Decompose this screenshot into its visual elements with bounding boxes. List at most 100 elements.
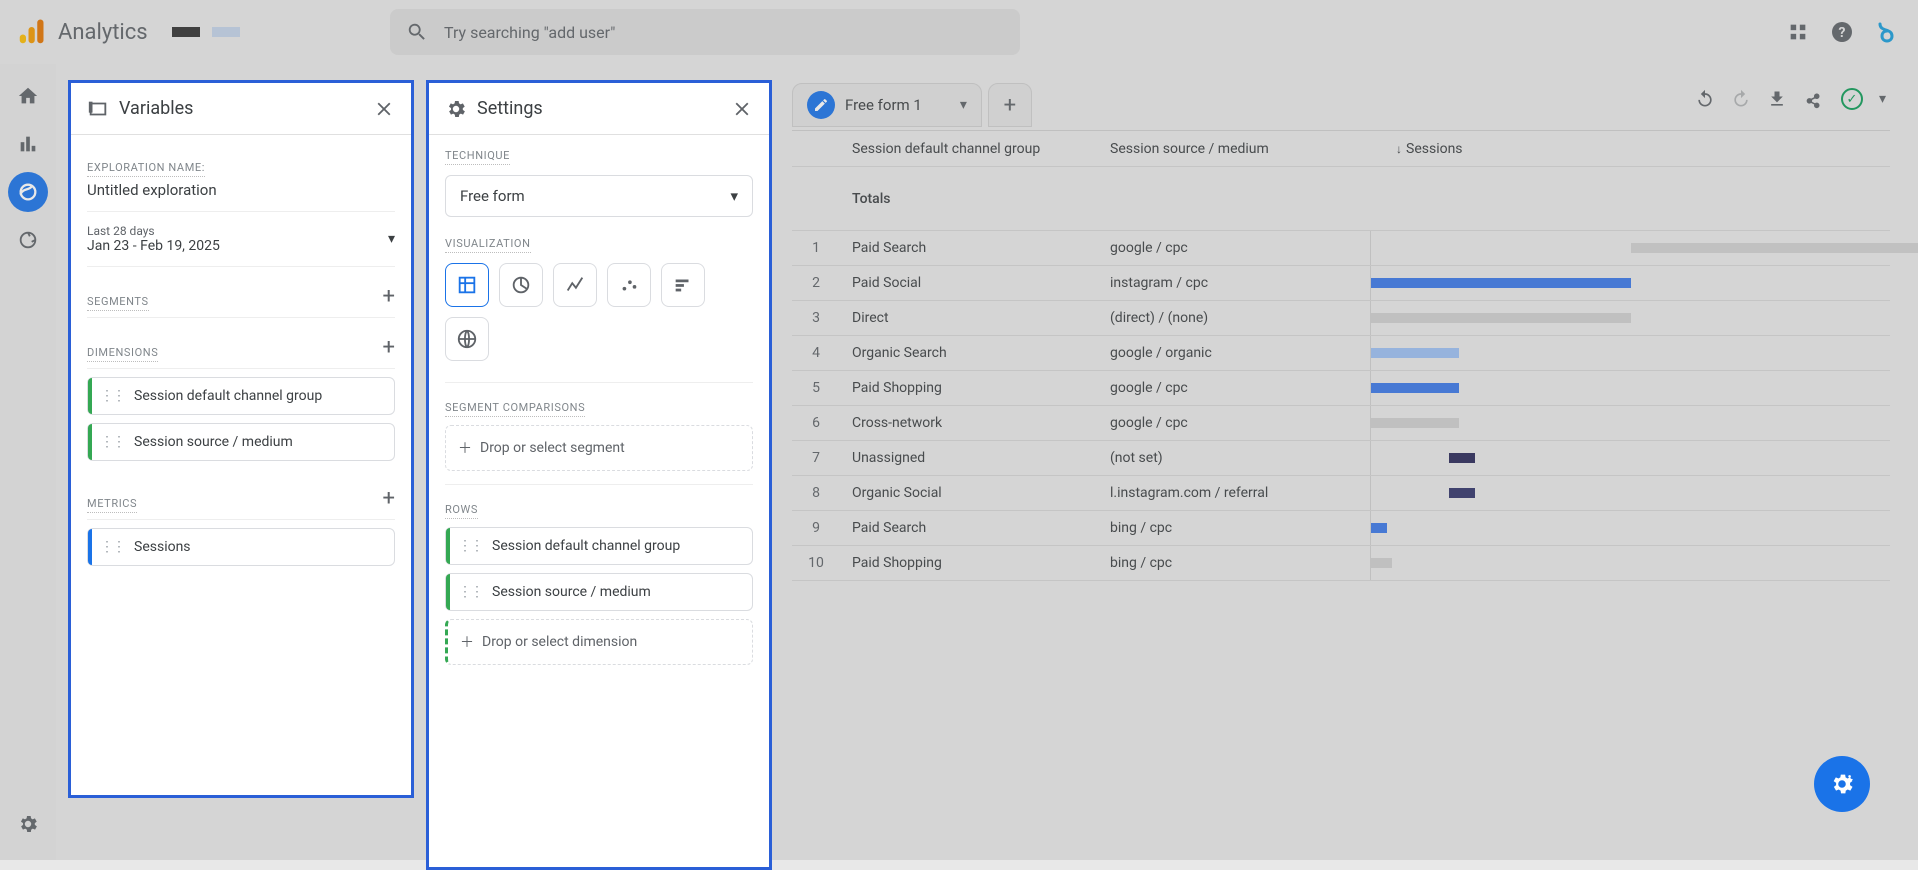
table-row[interactable]: 10Paid Shoppingbing / cpc bbox=[792, 546, 1890, 581]
breadcrumb bbox=[172, 27, 240, 37]
metric-chip[interactable]: ⋮⋮Sessions bbox=[87, 528, 395, 566]
nav-admin[interactable] bbox=[8, 804, 48, 844]
redo-button[interactable] bbox=[1731, 89, 1751, 109]
product-logo[interactable]: Analytics bbox=[16, 17, 148, 47]
nav-home[interactable] bbox=[8, 76, 48, 116]
dimension-drop-label: Drop or select dimension bbox=[482, 634, 637, 650]
product-name: Analytics bbox=[58, 20, 148, 45]
add-segment-button[interactable]: + bbox=[383, 284, 395, 309]
close-settings-button[interactable] bbox=[731, 98, 753, 120]
cell-bar bbox=[1370, 336, 1890, 370]
segment-drop-zone[interactable]: ＋ Drop or select segment bbox=[445, 425, 753, 471]
row-index: 7 bbox=[792, 450, 840, 466]
cell-channel-group: Paid Search bbox=[840, 520, 1110, 536]
cell-channel-group: Paid Social bbox=[840, 275, 1110, 291]
table-row[interactable]: 3Direct(direct) / (none) bbox=[792, 301, 1890, 336]
sort-desc-icon: ↓ bbox=[1396, 142, 1402, 156]
col-channel-group[interactable]: Session default channel group bbox=[840, 141, 1110, 157]
plus-icon: ＋ bbox=[458, 438, 472, 458]
cell-source-medium: google / cpc bbox=[1110, 240, 1370, 256]
nav-explore[interactable] bbox=[8, 172, 48, 212]
visualization-label: VISUALIZATION bbox=[445, 223, 531, 253]
apps-icon[interactable] bbox=[1786, 20, 1810, 44]
variables-title: Variables bbox=[119, 98, 193, 119]
row-index: 4 bbox=[792, 345, 840, 361]
search-bar[interactable]: Try searching "add user" bbox=[390, 9, 1020, 55]
add-metric-button[interactable]: + bbox=[383, 486, 395, 511]
table-row[interactable]: 4Organic Searchgoogle / organic bbox=[792, 336, 1890, 371]
row-chip[interactable]: ⋮⋮ Session default channel group bbox=[445, 527, 753, 565]
technique-select[interactable]: Free form ▾ bbox=[445, 175, 753, 217]
cell-source-medium: bing / cpc bbox=[1110, 520, 1370, 536]
dimension-chip[interactable]: ⋮⋮Session source / medium bbox=[87, 423, 395, 461]
segment-drop-label: Drop or select segment bbox=[480, 440, 625, 456]
technique-value: Free form bbox=[460, 187, 525, 205]
drag-handle-icon: ⋮⋮ bbox=[458, 538, 482, 554]
col-source-medium[interactable]: Session source / medium bbox=[1110, 141, 1370, 157]
report-table: Session default channel group Session so… bbox=[792, 130, 1890, 581]
table-row[interactable]: 8Organic Sociall.instagram.com / referra… bbox=[792, 476, 1890, 511]
viz-scatter-button[interactable] bbox=[607, 263, 651, 307]
exploration-name-input[interactable]: Untitled exploration bbox=[87, 177, 395, 199]
cell-channel-group: Organic Search bbox=[840, 345, 1110, 361]
table-row[interactable]: 5Paid Shoppinggoogle / cpc bbox=[792, 371, 1890, 406]
table-row[interactable]: 2Paid Socialinstagram / cpc bbox=[792, 266, 1890, 301]
viz-bar-button[interactable] bbox=[661, 263, 705, 307]
segments-label: SEGMENTS bbox=[87, 281, 149, 311]
viz-line-button[interactable] bbox=[553, 263, 597, 307]
exploration-tab[interactable]: Free form 1 ▾ bbox=[792, 83, 982, 127]
cell-source-medium: bing / cpc bbox=[1110, 555, 1370, 571]
breadcrumb-account[interactable] bbox=[172, 27, 200, 37]
share-button[interactable] bbox=[1803, 88, 1825, 110]
settings-panel: Settings TECHNIQUE Free form ▾ VISUALIZA… bbox=[426, 80, 772, 870]
viz-donut-button[interactable] bbox=[499, 263, 543, 307]
chevron-down-icon: ▾ bbox=[730, 187, 738, 205]
row-index: 5 bbox=[792, 380, 840, 396]
row-chip[interactable]: ⋮⋮Session source / medium bbox=[445, 573, 753, 611]
cell-bar bbox=[1370, 266, 1890, 300]
date-range-picker[interactable]: Last 28 days Jan 23 - Feb 19, 2025 ▾ bbox=[87, 212, 395, 267]
add-tab-button[interactable]: + bbox=[988, 83, 1032, 127]
dimension-chip[interactable]: ⋮⋮Session default channel group bbox=[87, 377, 395, 415]
row-index: 3 bbox=[792, 310, 840, 326]
nav-advertising[interactable] bbox=[8, 220, 48, 260]
col-sessions[interactable]: ↓ Sessions bbox=[1370, 132, 1890, 166]
viz-table-button[interactable] bbox=[445, 263, 489, 307]
breadcrumb-property[interactable] bbox=[212, 27, 240, 37]
nav-reports[interactable] bbox=[8, 124, 48, 164]
totals-label: Totals bbox=[840, 191, 1110, 207]
variables-icon bbox=[87, 98, 109, 120]
exploration-canvas: Free form 1 ▾ + ✓ ▾ Session default chan… bbox=[792, 80, 1890, 840]
chevron-down-icon[interactable]: ▾ bbox=[1879, 91, 1886, 107]
chevron-down-icon[interactable]: ▾ bbox=[960, 97, 967, 113]
assist-fab[interactable] bbox=[1814, 756, 1870, 812]
row-index: 8 bbox=[792, 485, 840, 501]
table-row[interactable]: 1Paid Searchgoogle / cpc bbox=[792, 231, 1890, 266]
status-ok-icon[interactable]: ✓ bbox=[1841, 88, 1863, 110]
table-row[interactable]: 7Unassigned(not set) bbox=[792, 441, 1890, 476]
table-row[interactable]: 6Cross-networkgoogle / cpc bbox=[792, 406, 1890, 441]
metrics-label: METRICS bbox=[87, 483, 137, 513]
undo-button[interactable] bbox=[1695, 89, 1715, 109]
chip-label: Session default channel group bbox=[492, 538, 680, 554]
variables-panel: Variables EXPLORATION NAME: Untitled exp… bbox=[68, 80, 414, 798]
table-row[interactable]: 9Paid Searchbing / cpc bbox=[792, 511, 1890, 546]
date-range: Jan 23 - Feb 19, 2025 bbox=[87, 238, 220, 254]
drag-handle-icon: ⋮⋮ bbox=[100, 388, 124, 404]
help-icon[interactable]: ? bbox=[1830, 20, 1854, 44]
table-header: Session default channel group Session so… bbox=[792, 131, 1890, 167]
loop-icon[interactable] bbox=[1874, 20, 1898, 44]
totals-row: Totals bbox=[792, 167, 1890, 231]
cell-source-medium: google / cpc bbox=[1110, 380, 1370, 396]
add-dimension-button[interactable]: + bbox=[383, 335, 395, 360]
cell-bar bbox=[1370, 231, 1890, 265]
row-index: 2 bbox=[792, 275, 840, 291]
row-index: 6 bbox=[792, 415, 840, 431]
download-button[interactable] bbox=[1767, 89, 1787, 109]
cell-bar bbox=[1370, 371, 1890, 405]
dimension-drop-zone[interactable]: ＋ Drop or select dimension bbox=[445, 619, 753, 665]
cell-channel-group: Cross-network bbox=[840, 415, 1110, 431]
dimensions-label: DIMENSIONS bbox=[87, 332, 158, 362]
viz-geo-button[interactable] bbox=[445, 317, 489, 361]
close-variables-button[interactable] bbox=[373, 98, 395, 120]
